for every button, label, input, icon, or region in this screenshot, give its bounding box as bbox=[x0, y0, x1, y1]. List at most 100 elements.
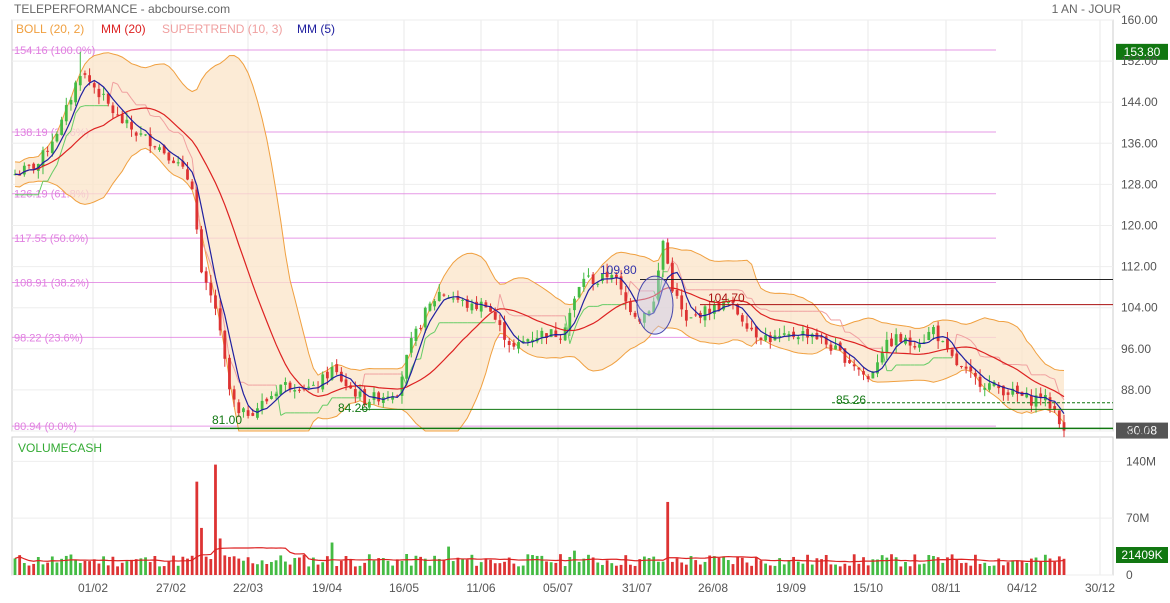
volume-bar bbox=[685, 565, 688, 575]
volume-bar bbox=[158, 566, 161, 575]
volume-bar bbox=[74, 560, 77, 575]
volume-bar bbox=[265, 564, 268, 575]
candle-body bbox=[690, 317, 693, 318]
candle-body bbox=[470, 304, 473, 311]
volume-bar bbox=[242, 561, 245, 575]
volume-bar bbox=[545, 561, 548, 575]
volume-y-tick-label: 0 bbox=[1126, 568, 1133, 582]
candle-body bbox=[79, 76, 82, 85]
candle-body bbox=[979, 377, 982, 387]
supertrend-segment bbox=[416, 359, 421, 360]
volume-bar bbox=[909, 566, 912, 575]
volume-bar bbox=[494, 563, 497, 575]
candle-body bbox=[28, 165, 31, 166]
candle-body bbox=[112, 105, 115, 113]
volume-bar bbox=[550, 562, 553, 575]
volume-bar bbox=[410, 566, 413, 575]
candle-body bbox=[890, 339, 893, 347]
candle-body bbox=[359, 392, 362, 397]
y-tick-label: 104.00 bbox=[1121, 301, 1158, 315]
candle-body bbox=[867, 376, 870, 379]
x-tick-label: 30/12 bbox=[1085, 581, 1115, 595]
volume-bar bbox=[746, 562, 749, 575]
legend-supertrend: SUPERTREND (10, 3) bbox=[162, 22, 282, 36]
volume-bar bbox=[484, 558, 487, 575]
candle-body bbox=[704, 306, 707, 320]
candle-body bbox=[51, 142, 54, 153]
volume-bar bbox=[718, 558, 721, 575]
fibo-label: 154.16 (100.0%) bbox=[14, 45, 95, 57]
candle-body bbox=[559, 339, 562, 340]
candle-body bbox=[974, 373, 977, 377]
volume-bar bbox=[177, 566, 180, 575]
volume-bar bbox=[88, 561, 91, 575]
volume-bar bbox=[349, 559, 352, 575]
x-tick-label: 11/06 bbox=[466, 581, 495, 595]
volume-bar bbox=[1044, 555, 1047, 575]
candle-body bbox=[32, 164, 35, 169]
volume-bar bbox=[522, 566, 525, 575]
volume-bar bbox=[564, 566, 567, 575]
volume-bar bbox=[51, 556, 54, 575]
candle-body bbox=[307, 387, 310, 388]
candle-body bbox=[1007, 392, 1010, 395]
candle-body bbox=[834, 346, 837, 350]
volume-bar bbox=[867, 565, 870, 575]
volume-bar bbox=[1007, 562, 1010, 575]
y-tick-label: 128.00 bbox=[1121, 177, 1158, 191]
volume-bar bbox=[932, 556, 935, 575]
candle-body bbox=[326, 372, 329, 379]
candle-body bbox=[634, 313, 637, 317]
volume-bar bbox=[275, 560, 278, 575]
candle-body bbox=[261, 401, 264, 410]
candle-body bbox=[806, 329, 809, 338]
volume-bar bbox=[774, 566, 777, 575]
volume-bar bbox=[391, 566, 394, 575]
volume-bar bbox=[843, 564, 846, 575]
volume-bar bbox=[107, 565, 110, 575]
volume-bar bbox=[368, 554, 371, 575]
highlight-ellipse bbox=[637, 276, 673, 334]
volume-bar bbox=[755, 557, 758, 575]
volume-bar bbox=[209, 559, 212, 575]
volume-bar bbox=[508, 558, 511, 575]
volume-bar bbox=[988, 566, 991, 575]
y-tick-label: 96.00 bbox=[1121, 342, 1151, 356]
candle-body bbox=[848, 360, 851, 363]
volume-bar bbox=[153, 556, 156, 575]
volume-bar bbox=[382, 558, 385, 575]
candle-body bbox=[345, 379, 348, 386]
volume-bar bbox=[121, 563, 124, 575]
candle-body bbox=[102, 94, 105, 95]
volume-bar bbox=[862, 557, 865, 575]
volume-bar bbox=[969, 566, 972, 575]
volume-bar bbox=[116, 566, 119, 575]
volume-bar bbox=[704, 562, 707, 575]
chart-title: TELEPERFORMANCE - abcbourse.com bbox=[14, 2, 230, 16]
fibo-label: 98.22 (23.6%) bbox=[14, 332, 83, 344]
x-tick-label: 19/09 bbox=[776, 581, 806, 595]
volume-bar bbox=[699, 565, 702, 575]
candle-body bbox=[578, 287, 581, 297]
volume-bar bbox=[326, 556, 329, 575]
volume-bar bbox=[690, 556, 693, 575]
volume-bar bbox=[37, 557, 40, 575]
volume-bar bbox=[214, 465, 217, 575]
candle-body bbox=[121, 114, 124, 123]
volume-bar bbox=[405, 554, 408, 575]
candle-body bbox=[783, 333, 786, 335]
volume-bar bbox=[256, 564, 259, 575]
volume-bar bbox=[191, 556, 194, 575]
candle-body bbox=[932, 327, 935, 334]
candle-body bbox=[1058, 410, 1061, 424]
y-tick-label: 80.00 bbox=[1121, 424, 1151, 438]
candle-body bbox=[377, 392, 380, 401]
y-tick-label: 136.00 bbox=[1121, 136, 1158, 150]
volume-bar bbox=[415, 556, 418, 575]
volume-bar bbox=[387, 561, 390, 575]
volume-bar bbox=[1039, 561, 1042, 575]
candle-body bbox=[573, 299, 576, 310]
volume-bar bbox=[433, 556, 436, 575]
candle-body bbox=[424, 308, 427, 328]
supertrend-segment bbox=[747, 298, 752, 299]
